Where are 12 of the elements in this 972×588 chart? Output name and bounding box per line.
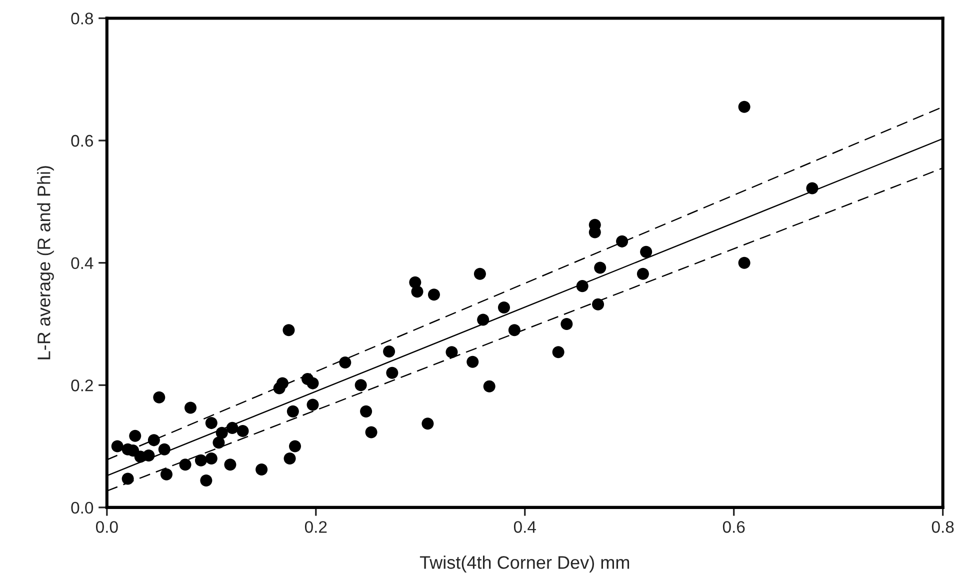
x-tick-label: 0.6 (722, 521, 745, 533)
x-tick-label: 0.0 (96, 521, 118, 533)
y-tick-label: 0.4 (71, 257, 94, 270)
x-tick-label: 0.2 (304, 521, 327, 533)
y-tick-label: 0.6 (71, 134, 93, 147)
y-tick-label: 0.8 (71, 12, 94, 24)
x-axis-title: Twist(4th Corner Dev) mm (420, 556, 630, 572)
y-axis-title: L-R average (R and Phi) (37, 166, 54, 360)
x-tick-label: 0.4 (514, 521, 536, 533)
x-tick-label: 0.8 (932, 521, 954, 533)
y-tick-label: 0.0 (71, 502, 94, 514)
y-tick-label: 0.2 (71, 380, 93, 392)
